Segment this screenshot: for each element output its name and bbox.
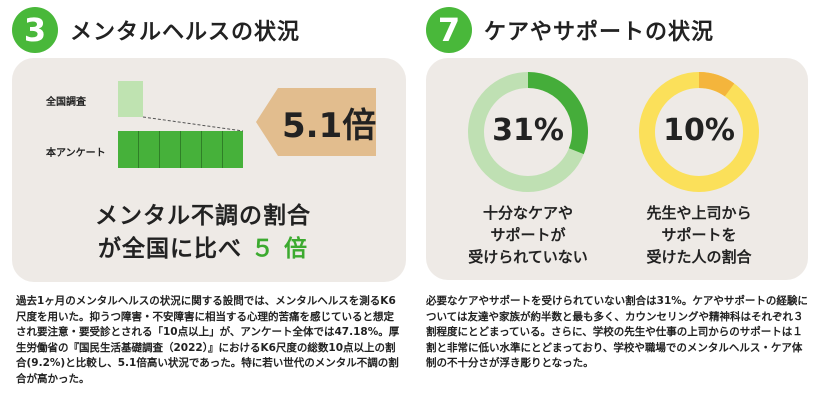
donut1-percent: 31% (492, 113, 564, 148)
donut-chart-no-support (468, 72, 588, 192)
headline-value: ５ (251, 236, 275, 262)
left-panel-header: 3 メンタルヘルスの状況 (12, 6, 300, 54)
headline-line-2: が全国に比べ ５ 倍 (8, 229, 398, 263)
headline-line-1: メンタル不調の割合 (95, 203, 311, 229)
donut2-percent: 10% (663, 113, 735, 148)
donut2-caption: 先生や上司から サポートを 受けた人の割合 (646, 204, 752, 266)
donut1-caption: 十分なケアや サポートが 受けられていない (468, 204, 588, 266)
comparison-lines (142, 116, 244, 132)
left-description: 過去1ヶ月のメンタルヘルスの状況に関する設問では、メンタルヘルスを測るK6尺度を… (16, 295, 400, 385)
section-title: ケアやサポートの状況 (484, 20, 715, 45)
bar-national (118, 81, 143, 117)
ratio-arrow-box (256, 88, 376, 156)
right-panel-header: 7 ケアやサポートの状況 (426, 6, 714, 54)
headline-suffix: 倍 (284, 236, 309, 262)
bar-survey (118, 131, 243, 168)
donut-arc (527, 72, 588, 155)
section-title: メンタルヘルスの状況 (70, 20, 301, 45)
donut-arc (698, 72, 735, 97)
headline-prefix: が全国に比べ (97, 236, 242, 262)
right-description: 必要なケアやサポートを受けられていない割合は31%。ケアやサポートの経験について… (426, 295, 808, 369)
section-number-badge: 7 (426, 7, 472, 53)
ratio-value: 5.1倍 (282, 106, 377, 146)
bar-label-national: 全国調査 (46, 97, 86, 108)
donut-chart-boss-support (639, 72, 759, 192)
section-number-badge: 3 (12, 7, 58, 53)
bar-label-survey: 本アンケート (46, 148, 106, 159)
